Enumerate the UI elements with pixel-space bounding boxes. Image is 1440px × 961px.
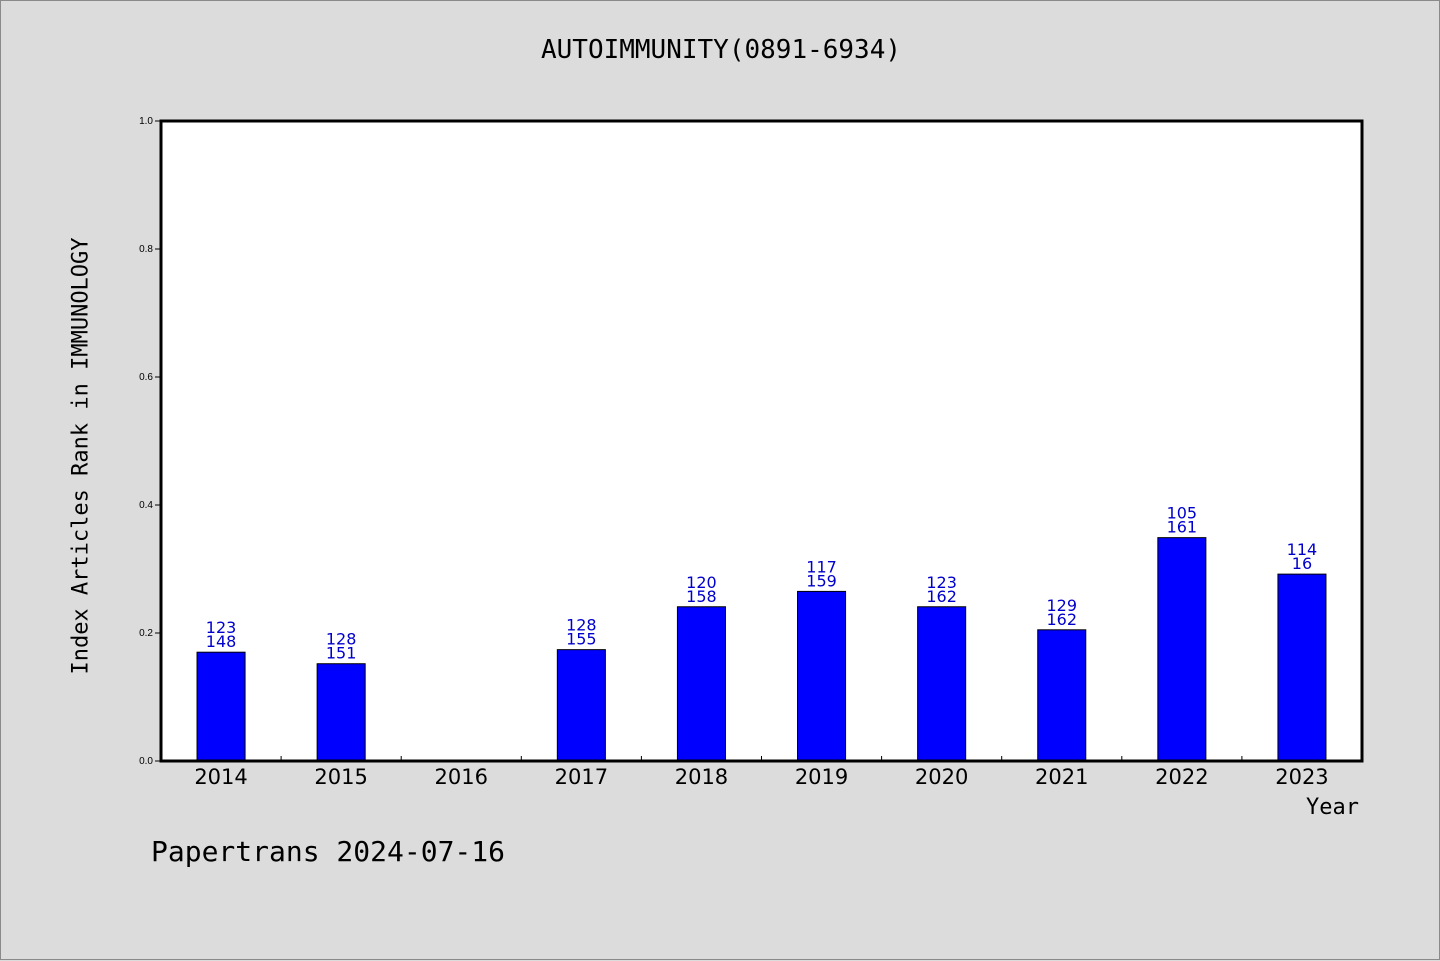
data-label-bottom: 151 [326, 644, 357, 663]
data-label-bottom: 159 [806, 571, 837, 590]
y-tick-label: 0.4 [139, 500, 153, 511]
y-tick-label: 0.2 [139, 628, 153, 639]
x-tick-label: 2020 [915, 765, 968, 789]
data-label-bottom: 158 [686, 587, 717, 606]
x-tick-label: 2014 [194, 765, 247, 789]
data-label-bottom: 148 [206, 632, 237, 651]
chart-title: AUTOIMMUNITY(0891-6934) [540, 35, 902, 65]
x-tick-label: 2019 [795, 765, 848, 789]
y-tick-label: 0.8 [139, 244, 153, 255]
y-tick-label: 1.0 [139, 116, 153, 127]
data-label-bottom: 155 [566, 630, 597, 649]
bar-2021 [1037, 629, 1087, 762]
bar-2020 [917, 606, 967, 762]
bar-2014 [196, 651, 246, 762]
data-label-top: 129 [1046, 596, 1077, 615]
data-label-top: 128 [566, 616, 597, 635]
x-axis-label: Year [1306, 795, 1359, 820]
plot-border [159, 119, 1364, 763]
y-tick-label: 0.6 [139, 372, 153, 383]
bar-2023 [1277, 573, 1327, 762]
data-label-top: 123 [206, 618, 237, 637]
data-label-top: 123 [926, 573, 957, 592]
data-label-bottom: 16 [1292, 554, 1312, 573]
data-label-bottom: 162 [926, 587, 957, 606]
data-label-top: 128 [326, 630, 357, 649]
y-tick-label: 0.0 [139, 756, 153, 767]
x-tick-label: 2023 [1275, 765, 1328, 789]
data-label-top: 114 [1287, 540, 1318, 559]
bar-2015 [316, 663, 366, 762]
bar-2017 [556, 649, 606, 762]
x-tick-label: 2022 [1155, 765, 1208, 789]
x-tick-label: 2017 [555, 765, 608, 789]
data-label-top: 105 [1167, 504, 1198, 523]
bar-2018 [676, 606, 726, 762]
x-tick-label: 2021 [1035, 765, 1088, 789]
y-axis-label: Index Articles Rank in IMMUNOLOGY [68, 237, 94, 675]
data-label-bottom: 161 [1167, 518, 1198, 537]
x-tick-label: 2018 [675, 765, 728, 789]
x-tick-label: 2015 [314, 765, 367, 789]
x-tick-label: 2016 [435, 765, 488, 789]
data-label-top: 117 [806, 557, 837, 576]
bar-2019 [797, 590, 847, 762]
footer-credit: Papertrans 2024-07-16 [151, 835, 506, 868]
data-label-bottom: 162 [1046, 610, 1077, 629]
data-label-top: 120 [686, 573, 717, 592]
bar-2022 [1157, 537, 1207, 762]
